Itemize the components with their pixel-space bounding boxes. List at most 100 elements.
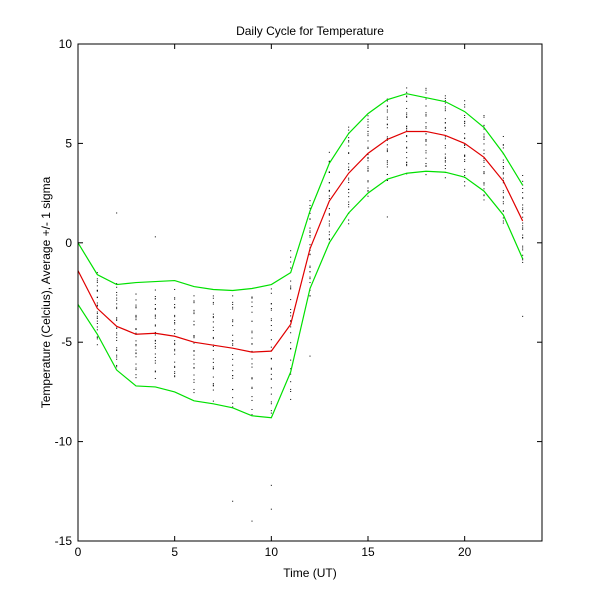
scatter-point (348, 206, 350, 208)
scatter-point (193, 342, 195, 344)
scatter-point (290, 315, 292, 317)
scatter-point (464, 106, 466, 108)
scatter-point (193, 320, 195, 322)
scatter-point (406, 125, 408, 127)
scatter-point (444, 161, 446, 163)
scatter-point (367, 190, 369, 192)
scatter-point (522, 259, 524, 261)
scatter-point (174, 372, 176, 374)
scatter-point (174, 307, 176, 309)
scatter-point (232, 325, 234, 327)
scatter-point (425, 133, 427, 135)
scatter-point (309, 207, 311, 209)
scatter-point (328, 231, 330, 233)
scatter-outlier-point (251, 520, 253, 522)
scatter-point (96, 290, 98, 292)
scatter-point (116, 297, 118, 299)
scatter-point (502, 168, 504, 170)
scatter-point (309, 282, 311, 284)
scatter-point (502, 177, 504, 179)
scatter-point (522, 187, 524, 189)
scatter-point (483, 188, 485, 190)
scatter-point (96, 304, 98, 306)
scatter-point (425, 87, 427, 89)
scatter-point (464, 138, 466, 140)
scatter-point (212, 313, 214, 315)
scatter-point (174, 371, 176, 373)
scatter-point (309, 231, 311, 233)
scatter-point (348, 152, 350, 154)
scatter-point (135, 319, 137, 321)
scatter-outlier-point (270, 508, 272, 510)
scatter-point (367, 133, 369, 135)
scatter-point (502, 210, 504, 212)
scatter-point (522, 234, 524, 236)
scatter-point (251, 301, 253, 303)
scatter-point (367, 167, 369, 169)
scatter-point (444, 153, 446, 155)
scatter-point (212, 389, 214, 391)
scatter-point (174, 344, 176, 346)
scatter-point (270, 373, 272, 375)
scatter-point (154, 307, 156, 309)
scatter-point (444, 110, 446, 112)
scatter-point (193, 388, 195, 390)
scatter-point (425, 112, 427, 114)
scatter-point (522, 236, 524, 238)
scatter-outlier-point (386, 216, 388, 218)
scatter-point (116, 337, 118, 339)
x-tick-label: 20 (458, 545, 472, 559)
scatter-point (116, 366, 118, 368)
scatter-point (251, 343, 253, 345)
scatter-point (251, 350, 253, 352)
scatter-point (135, 314, 137, 316)
scatter-point (251, 377, 253, 379)
x-tick-label: 15 (361, 545, 375, 559)
scatter-point (522, 192, 524, 194)
scatter-point (290, 347, 292, 349)
scatter-point (522, 247, 524, 249)
scatter-point (406, 112, 408, 114)
series-line-upper-sigma (77, 93, 524, 292)
scatter-point (174, 323, 176, 325)
scatter-point (212, 383, 214, 385)
scatter-point (96, 338, 98, 340)
scatter-outlier-point (270, 484, 272, 486)
scatter-point (309, 236, 311, 238)
scatter-point (386, 139, 388, 141)
scatter-point (232, 343, 234, 345)
scatter-point (367, 124, 369, 126)
scatter-point (116, 339, 118, 341)
scatter-point (502, 182, 504, 184)
scatter-point (96, 297, 98, 299)
scatter-point (483, 124, 485, 126)
scatter-point (154, 347, 156, 349)
scatter-point (212, 384, 214, 386)
scatter-point (116, 283, 118, 285)
scatter-point (270, 308, 272, 310)
scatter-point (406, 96, 408, 98)
scatter-point (232, 340, 234, 342)
scatter-point (116, 291, 118, 293)
scatter-point (348, 145, 350, 147)
scatter-point (406, 157, 408, 159)
scatter-point (96, 289, 98, 291)
scatter-point (174, 314, 176, 316)
scatter-point (116, 327, 118, 329)
scatter-point (96, 278, 98, 280)
scatter-point (483, 182, 485, 184)
scatter-point (96, 323, 98, 325)
x-tick-label: 10 (265, 545, 279, 559)
scatter-point (367, 118, 369, 120)
scatter-point (309, 218, 311, 220)
scatter-point (406, 127, 408, 129)
scatter-point (270, 288, 272, 290)
scatter-point (251, 414, 253, 416)
scatter-point (193, 311, 195, 313)
scatter-point (348, 141, 350, 143)
scatter-point (290, 287, 292, 289)
scatter-point (502, 173, 504, 175)
scatter-point (309, 278, 311, 280)
scatter-point (444, 177, 446, 179)
scatter-point (193, 374, 195, 376)
